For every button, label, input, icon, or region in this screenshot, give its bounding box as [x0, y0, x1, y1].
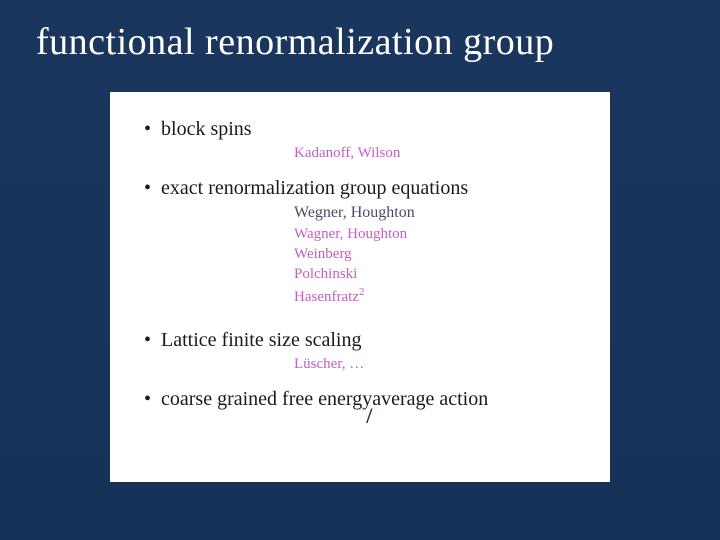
ref-line: Kadanoff, Wilson	[294, 143, 580, 163]
refs: Wegner, Houghton Wagner, Houghton Weinbe…	[294, 202, 580, 307]
item-text-post: average action	[372, 388, 488, 410]
ref-text: Hasenfratz	[294, 289, 359, 305]
refs: Lüscher, …	[294, 354, 580, 374]
item-text-pre: coarse grained free energy	[161, 388, 372, 410]
bullet-marker: •	[144, 330, 151, 350]
bullet-marker: •	[144, 178, 151, 198]
content-box: • block spins Kadanoff, Wilson • exact r…	[110, 92, 610, 482]
bullet-marker: •	[144, 389, 151, 409]
bullet-marker: •	[144, 119, 151, 139]
ref-line: Wagner, Houghton	[294, 224, 580, 244]
slide-title: functional renormalization group	[36, 20, 690, 64]
bullet-item: • exact renormalization group equations …	[144, 177, 580, 307]
bullet-item: • block spins Kadanoff, Wilson	[144, 118, 580, 163]
bullet-item: • coarse grained free energy/average act…	[144, 388, 580, 411]
bullet-item: • Lattice finite size scaling Lüscher, …	[144, 329, 580, 374]
item-text: exact renormalization group equations	[161, 177, 468, 200]
ref-sup: 2	[359, 286, 365, 298]
refs: Kadanoff, Wilson	[294, 143, 580, 163]
item-text: block spins	[161, 118, 252, 141]
slide: functional renormalization group • block…	[0, 0, 720, 540]
ref-line: Lüscher, …	[294, 354, 580, 374]
item-text: coarse grained free energy/average actio…	[161, 388, 488, 411]
ref-line: Wegner, Houghton	[294, 202, 580, 224]
item-text: Lattice finite size scaling	[161, 329, 361, 352]
ref-line: Hasenfratz2	[294, 285, 580, 307]
ref-line: Polchinski	[294, 264, 580, 284]
ref-line: Weinberg	[294, 244, 580, 264]
slash-overlay: /	[366, 403, 372, 429]
